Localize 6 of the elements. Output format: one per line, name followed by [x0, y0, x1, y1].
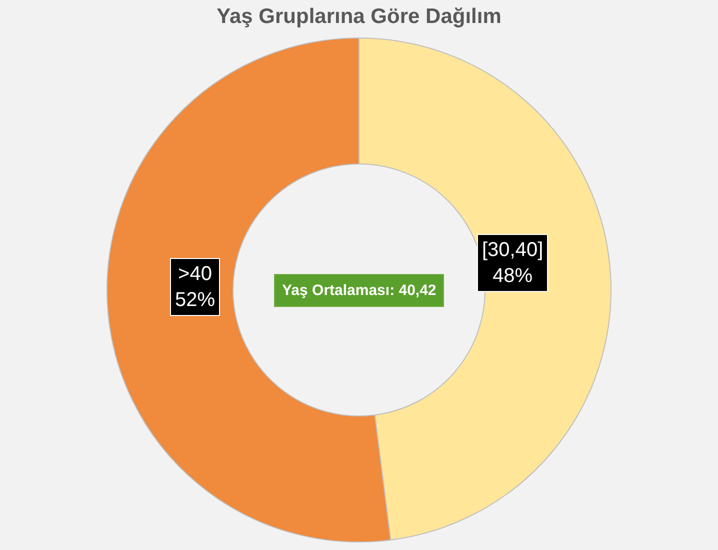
text: Yaş Ortalaması: 40,42: [282, 282, 436, 299]
data-label: 52%: [175, 289, 216, 311]
slice-label: >40: [178, 263, 212, 285]
data-label: 48%: [492, 265, 533, 287]
slice-label: [30,40]: [482, 239, 544, 261]
chart-title: Yaş Gruplarına Göre Dağılım: [216, 4, 502, 28]
